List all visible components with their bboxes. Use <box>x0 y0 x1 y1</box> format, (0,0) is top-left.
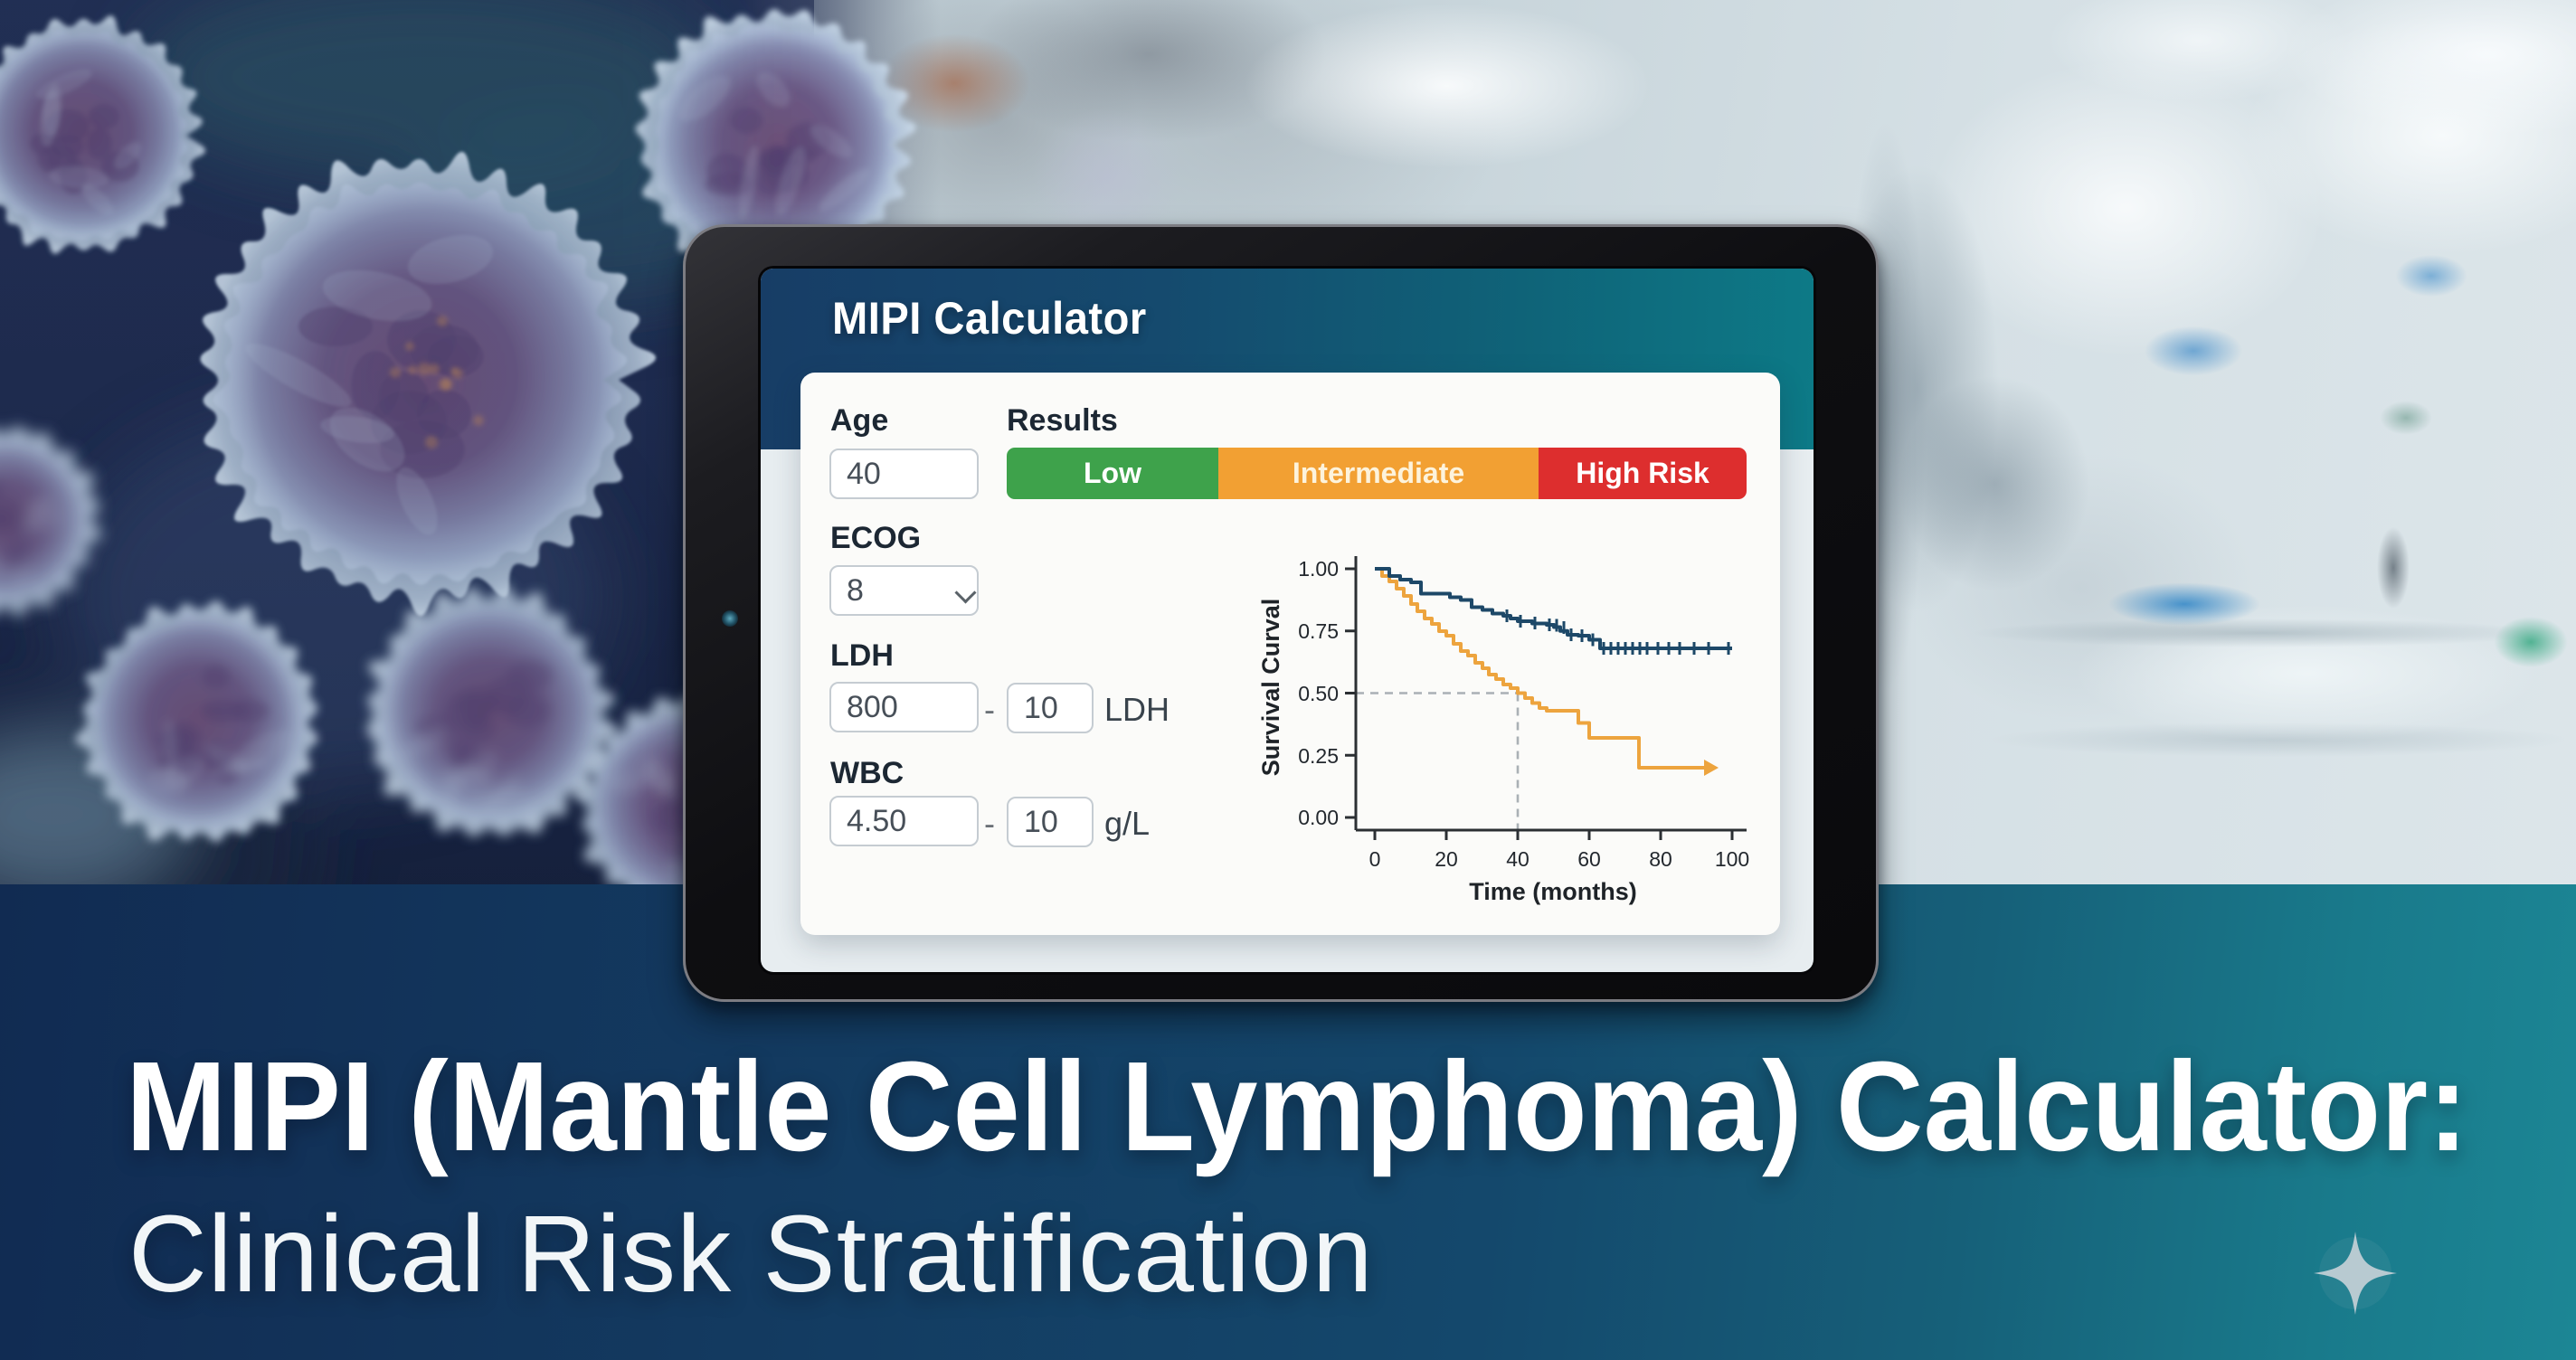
svg-text:40: 40 <box>1506 847 1530 871</box>
svg-text:0.00: 0.00 <box>1298 806 1339 829</box>
svg-text:0.50: 0.50 <box>1298 682 1339 705</box>
svg-text:0.25: 0.25 <box>1298 744 1339 768</box>
svg-text:0.75: 0.75 <box>1298 619 1339 643</box>
svg-text:20: 20 <box>1435 847 1458 871</box>
svg-text:1.00: 1.00 <box>1298 557 1339 581</box>
svg-text:Survival Curval: Survival Curval <box>1257 599 1284 777</box>
svg-text:60: 60 <box>1577 847 1601 871</box>
svg-text:100: 100 <box>1715 847 1749 871</box>
svg-text:80: 80 <box>1649 847 1672 871</box>
svg-text:0: 0 <box>1369 847 1381 871</box>
svg-text:Time (months): Time (months) <box>1469 878 1637 905</box>
